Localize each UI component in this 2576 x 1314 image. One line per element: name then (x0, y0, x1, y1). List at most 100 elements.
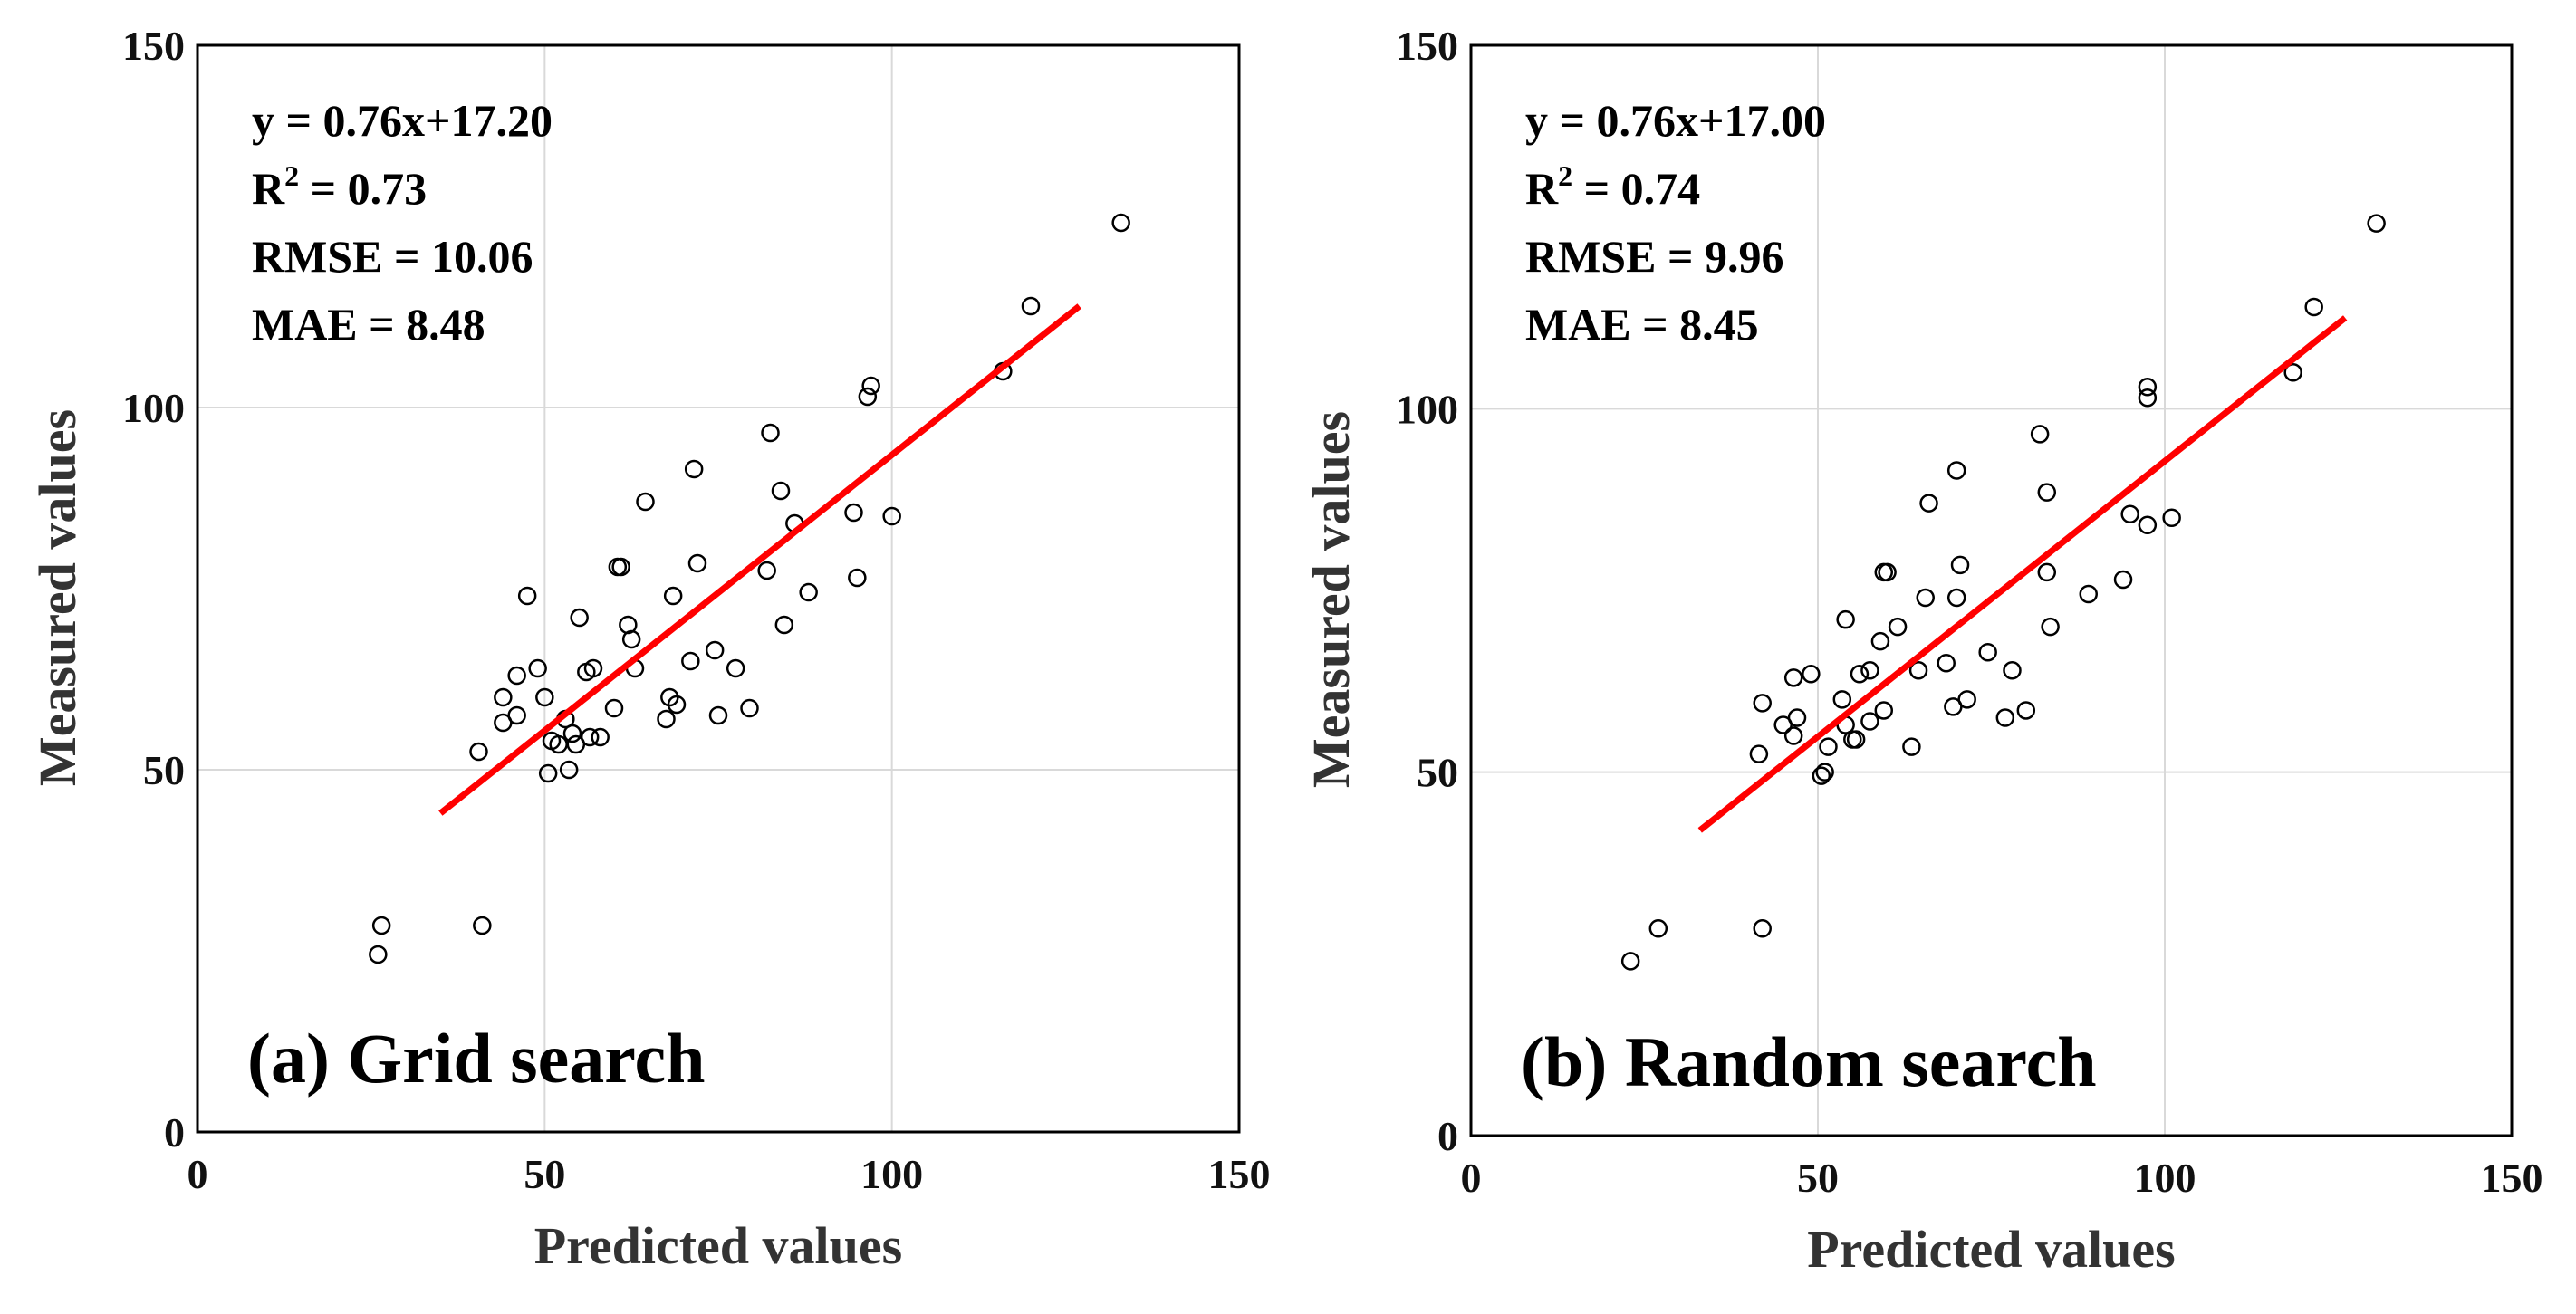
y-tick-labels: 0 50 100 150 (122, 23, 185, 1156)
data-point (708, 705, 728, 725)
data-point (2079, 584, 2098, 604)
data-point (1753, 694, 1772, 713)
data-point (611, 557, 630, 577)
data-point (2037, 483, 2057, 502)
y-tick-50: 50 (143, 747, 185, 793)
data-point (1787, 708, 1807, 727)
data-point (535, 687, 554, 707)
data-point (369, 945, 388, 964)
data-point (2016, 701, 2036, 720)
rmse-text: RMSE = 10.06 (252, 231, 533, 282)
data-point (636, 492, 655, 512)
data-point (1978, 642, 1997, 662)
data-point (1870, 631, 1890, 651)
data-point (861, 376, 880, 396)
data-point (2120, 504, 2139, 523)
r2-value: = 0.74 (1572, 163, 1700, 214)
x-tick-100: 100 (2134, 1155, 2196, 1201)
x-tick-150: 150 (1208, 1151, 1271, 1197)
x-tick-labels: 0 50 100 150 (1461, 1155, 2543, 1201)
mae-text: MAE = 8.45 (1525, 299, 1759, 350)
data-point (2113, 570, 2133, 590)
data-point (2138, 378, 2158, 397)
panel-title: (b) Random search (1521, 1022, 2097, 1101)
data-point (1832, 690, 1852, 709)
data-point (583, 658, 603, 678)
data-point (1783, 668, 1803, 687)
x-tick-50: 50 (1797, 1155, 1839, 1201)
panel-title: (a) Grid search (247, 1019, 705, 1098)
data-point (2030, 425, 2050, 444)
data-point (663, 586, 683, 606)
data-point (774, 615, 794, 635)
data-point (799, 582, 818, 602)
panel-grid-search: 0 50 100 150 0 50 100 150 Predicted valu… (28, 23, 1271, 1275)
data-point (1021, 296, 1041, 316)
y-tick-0: 0 (1437, 1113, 1458, 1159)
mae-text: MAE = 8.48 (252, 299, 485, 350)
data-point (1946, 461, 1966, 480)
data-point (1950, 555, 1970, 575)
x-tick-100: 100 (860, 1151, 923, 1197)
data-point (538, 763, 558, 783)
data-point (687, 553, 707, 573)
data-point (1902, 737, 1921, 756)
data-point (1812, 766, 1831, 785)
data-point (1753, 918, 1772, 938)
data-point (844, 503, 863, 523)
data-point (1860, 712, 1879, 731)
data-point (1937, 654, 1956, 673)
grid-lines (197, 45, 1239, 1132)
data-point (562, 724, 582, 743)
y-tick-150: 150 (122, 23, 185, 69)
data-point (591, 727, 610, 747)
data-point (761, 423, 780, 443)
data-point (517, 586, 537, 606)
data-point (2367, 214, 2386, 233)
y-tick-50: 50 (1417, 750, 1458, 796)
data-point (1783, 726, 1803, 745)
panel-random-search: 0 50 100 150 0 50 100 150 Predicted valu… (1302, 23, 2543, 1279)
data-point (1916, 588, 1935, 608)
data-point (1802, 665, 1821, 684)
data-point (2283, 362, 2302, 382)
data-point (1919, 494, 1938, 513)
scatter-points (369, 213, 1130, 964)
data-point (1111, 213, 1130, 233)
data-point (570, 608, 589, 628)
data-point (2304, 297, 2323, 317)
equation-text: y = 0.76x+17.00 (1525, 95, 1826, 146)
data-point (2138, 388, 2158, 408)
equation-text: y = 0.76x+17.20 (252, 95, 553, 146)
data-point (1620, 952, 1640, 971)
data-point (528, 658, 547, 678)
x-tick-50: 50 (524, 1151, 565, 1197)
data-point (469, 742, 488, 762)
data-point (1957, 690, 1976, 709)
stats-box: y = 0.76x+17.00 R2 = 0.74 RMSE = 9.96 MA… (1525, 95, 1826, 350)
data-point (507, 705, 526, 725)
rmse-text: RMSE = 9.96 (1525, 231, 1783, 282)
data-point (882, 506, 901, 526)
data-point (1946, 588, 1966, 608)
data-point (2138, 515, 2158, 535)
r2-exponent: 2 (284, 159, 299, 192)
stats-box: y = 0.76x+17.20 R2 = 0.73 RMSE = 10.06 M… (252, 95, 553, 350)
x-axis-label: Predicted values (1807, 1220, 2175, 1279)
x-tick-0: 0 (187, 1151, 208, 1197)
data-point (1815, 763, 1834, 782)
data-point (1860, 661, 1879, 680)
data-point (1836, 609, 1855, 629)
data-point (1749, 744, 1769, 763)
y-tick-0: 0 (164, 1109, 185, 1156)
x-tick-0: 0 (1461, 1155, 1482, 1201)
data-point (657, 709, 676, 729)
data-point (705, 640, 725, 660)
r2-prefix: R (1525, 163, 1559, 214)
data-point (1878, 562, 1897, 582)
data-point (621, 629, 641, 649)
x-axis-label: Predicted values (534, 1216, 902, 1275)
r2-prefix: R (252, 163, 285, 214)
data-point (2162, 508, 2181, 527)
